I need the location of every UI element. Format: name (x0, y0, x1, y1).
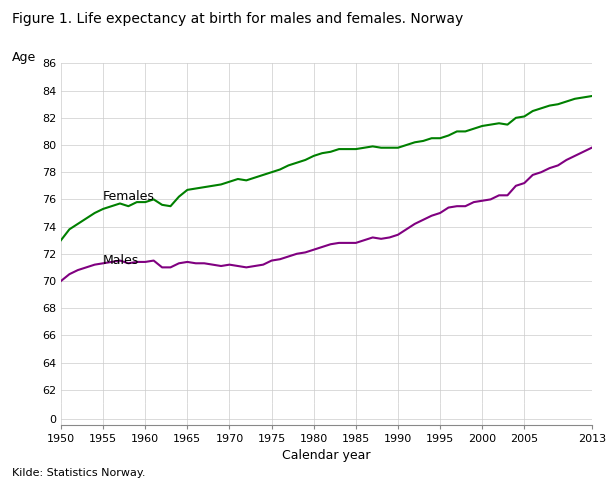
Text: Figure 1. Life expectancy at birth for males and females. Norway: Figure 1. Life expectancy at birth for m… (12, 12, 464, 26)
Text: Males: Males (103, 254, 139, 267)
Text: Age: Age (12, 51, 37, 64)
Text: Kilde: Statistics Norway.: Kilde: Statistics Norway. (12, 468, 146, 478)
X-axis label: Calendar year: Calendar year (282, 449, 371, 462)
Text: Females: Females (103, 190, 155, 203)
